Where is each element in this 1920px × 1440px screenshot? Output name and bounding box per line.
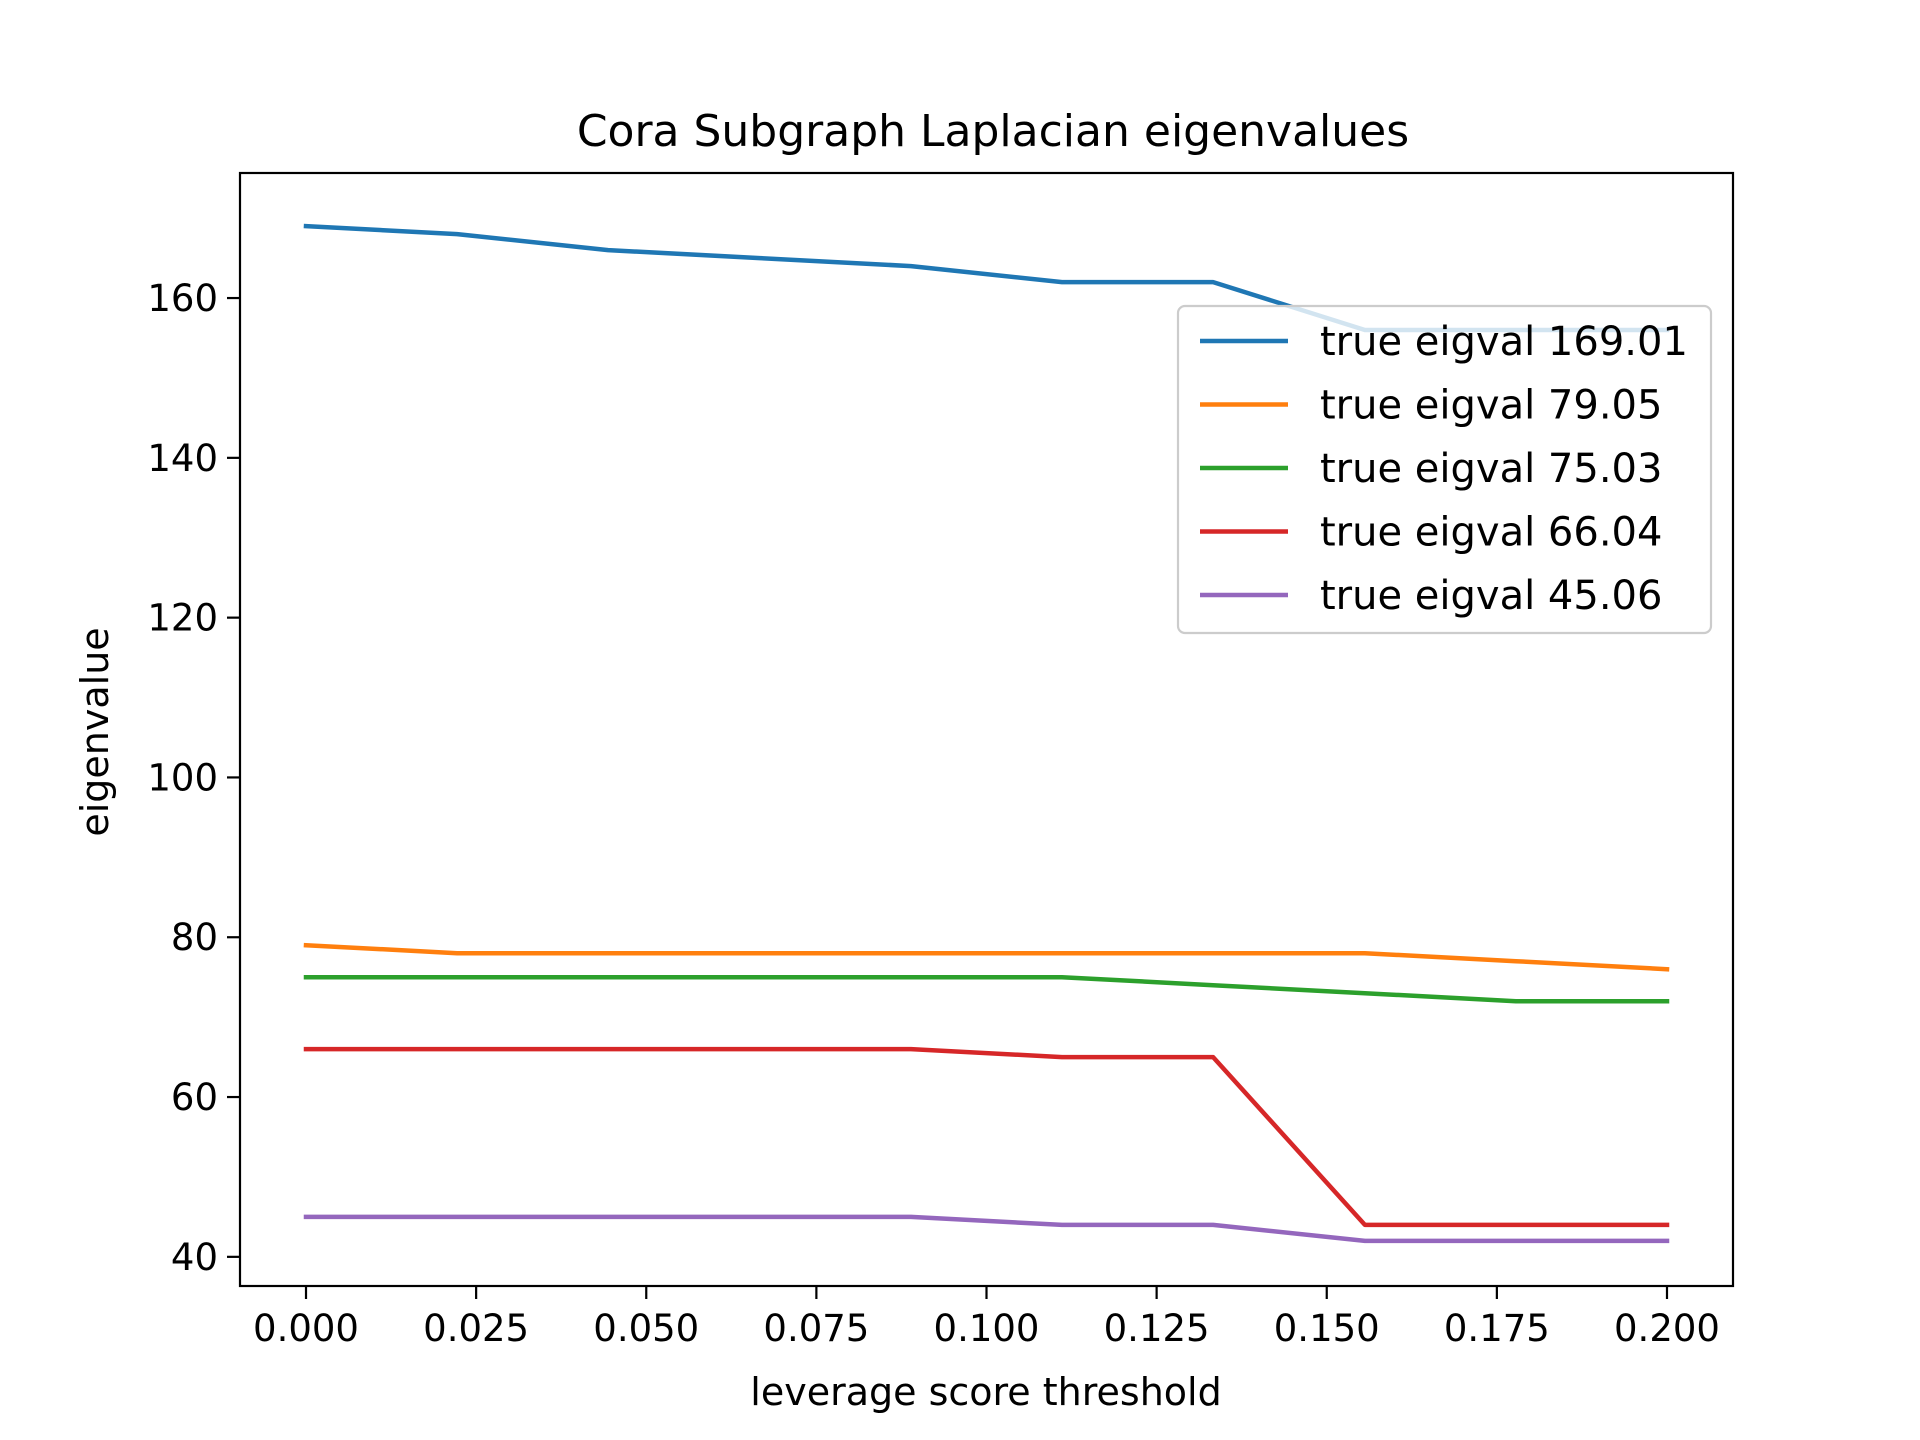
y-tick-label: 140 bbox=[147, 437, 218, 480]
y-tick-label: 40 bbox=[171, 1236, 218, 1279]
x-tick-label: 0.200 bbox=[1614, 1307, 1720, 1350]
legend-label-1: true eigval 169.01 bbox=[1320, 319, 1688, 365]
series-layer bbox=[303, 223, 1670, 1244]
series-line-4 bbox=[303, 1046, 1670, 1228]
y-tick-label: 160 bbox=[147, 277, 218, 320]
x-tick-label: 0.150 bbox=[1274, 1307, 1380, 1350]
y-tick-label: 100 bbox=[147, 756, 218, 799]
x-axis-ticks: 0.000 0.025 0.050 0.075 0.100 0.125 0.150 0.175… bbox=[253, 1286, 1720, 1350]
y-axis-label: eigenvalue bbox=[73, 627, 117, 836]
series-line-3 bbox=[303, 974, 1670, 1004]
x-tick-label: 0.100 bbox=[934, 1307, 1040, 1350]
x-tick-label: 0.025 bbox=[423, 1307, 529, 1350]
x-axis-label: leverage score threshold bbox=[750, 1370, 1221, 1414]
legend-label-2: true eigval 79.05 bbox=[1320, 383, 1662, 429]
legend: true eigval 169.01 true eigval 79.05 true … bbox=[1176, 304, 1713, 635]
x-tick-label: 0.050 bbox=[593, 1307, 699, 1350]
x-tick-label: 0.075 bbox=[763, 1307, 869, 1350]
legend-box bbox=[1176, 304, 1713, 635]
y-tick-label: 80 bbox=[171, 916, 218, 959]
x-tick-label: 0.000 bbox=[253, 1307, 359, 1350]
legend-label-3: true eigval 75.03 bbox=[1320, 446, 1662, 492]
chart-title: Cora Subgraph Laplacian eigenvalues bbox=[577, 106, 1409, 157]
series-line-2 bbox=[303, 942, 1670, 972]
y-axis-ticks: 40 60 80 100 120 140 160 bbox=[147, 277, 240, 1279]
x-tick-label: 0.175 bbox=[1444, 1307, 1550, 1350]
plot-frame bbox=[238, 171, 1735, 1288]
x-tick-label: 0.125 bbox=[1104, 1307, 1210, 1350]
legend-label-5: true eigval 45.06 bbox=[1320, 573, 1662, 619]
legend-label-4: true eigval 66.04 bbox=[1320, 510, 1662, 556]
y-tick-label: 120 bbox=[147, 597, 218, 640]
series-line-5 bbox=[303, 1214, 1670, 1244]
y-tick-label: 60 bbox=[171, 1076, 218, 1119]
